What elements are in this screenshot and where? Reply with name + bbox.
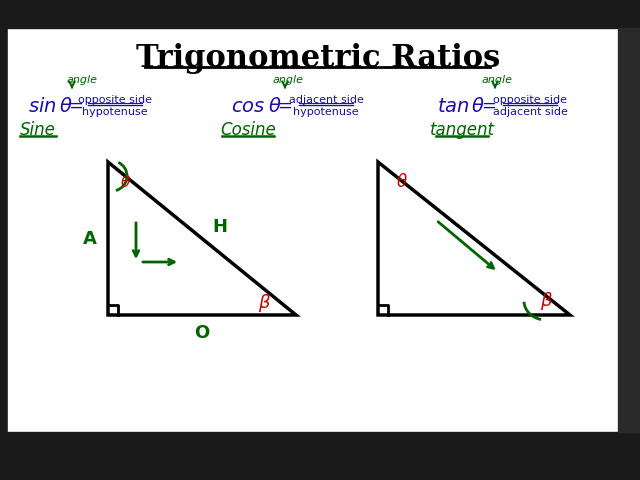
Text: $\mathit{cos}$: $\mathit{cos}$	[231, 96, 265, 116]
Text: $\theta$: $\theta$	[471, 96, 484, 116]
Text: $\theta$: $\theta$	[120, 174, 132, 190]
Text: $\beta$: $\beta$	[257, 292, 271, 314]
Text: hypotenuse: hypotenuse	[293, 107, 359, 117]
Text: $\theta$: $\theta$	[60, 96, 73, 116]
Bar	[8, 28, 618, 432]
Text: H: H	[212, 217, 227, 236]
Text: =: =	[278, 97, 292, 115]
Text: angle: angle	[67, 75, 97, 85]
Text: $\mathit{sin}$: $\mathit{sin}$	[28, 96, 56, 116]
Text: adjacent side: adjacent side	[493, 107, 568, 117]
Text: opposite side: opposite side	[493, 95, 567, 105]
Text: $\theta$: $\theta$	[396, 173, 408, 191]
Text: adjacent side: adjacent side	[289, 95, 364, 105]
Bar	[0, 0, 640, 28]
Text: $\theta$: $\theta$	[268, 96, 282, 116]
Text: $\beta$: $\beta$	[540, 290, 552, 312]
Text: A: A	[83, 229, 97, 248]
Text: $\mathit{tan}$: $\mathit{tan}$	[436, 96, 469, 116]
Text: Cosine: Cosine	[220, 121, 276, 139]
Text: =: =	[481, 97, 497, 115]
Text: O: O	[195, 324, 210, 342]
Bar	[0, 432, 640, 480]
Text: angle: angle	[273, 75, 303, 85]
Text: angle: angle	[481, 75, 513, 85]
Text: tangent: tangent	[429, 121, 495, 139]
Text: Sine: Sine	[20, 121, 56, 139]
Bar	[618, 28, 640, 432]
Text: hypotenuse: hypotenuse	[82, 107, 148, 117]
Text: Trigonometric Ratios: Trigonometric Ratios	[136, 43, 500, 73]
Text: =: =	[68, 97, 83, 115]
Text: opposite side: opposite side	[78, 95, 152, 105]
